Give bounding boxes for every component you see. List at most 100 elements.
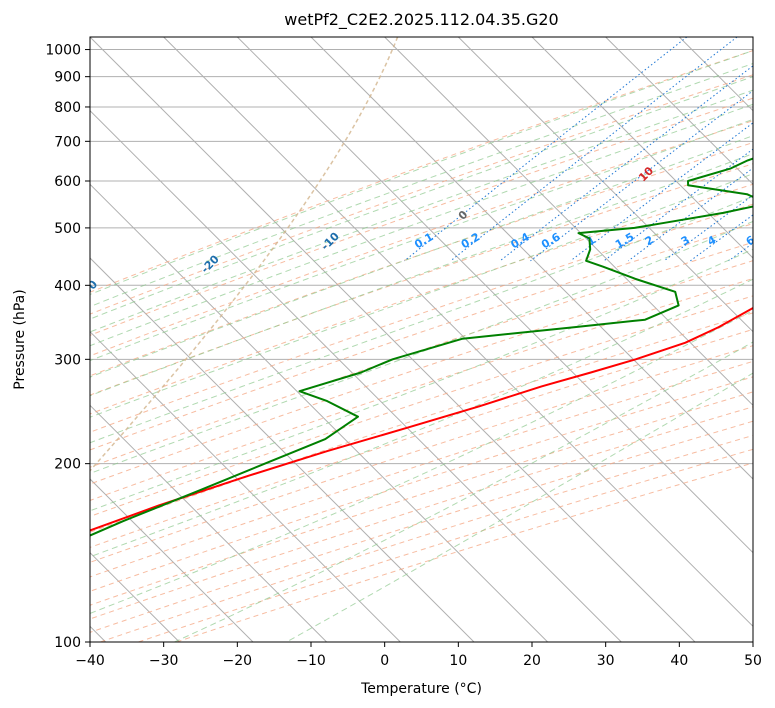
mixing-ratio-label: 6	[744, 233, 757, 248]
isotherm-line	[236, 37, 753, 554]
mixing-ratio-lines	[404, 37, 775, 262]
isotherm-line	[90, 37, 696, 642]
dry-adiabat-line	[90, 295, 753, 517]
y-tick-label: 1000	[45, 43, 81, 59]
moist-adiabat-line	[90, 173, 753, 418]
y-axis: 100 200 300 400 500 600 700 800 900 1000	[45, 43, 90, 651]
boundary-curve-line	[90, 37, 399, 472]
dry-adiabat-line	[90, 241, 753, 468]
dry-adiabat-line	[90, 277, 753, 501]
x-tick-label: 30	[597, 653, 615, 669]
moist-adiabat-line	[90, 63, 753, 308]
y-tick-label: 500	[54, 221, 81, 237]
plot-area: -100-90-80-70-60-50-40-30-20-10010203040…	[77, 37, 775, 642]
dry-adiabat-line	[90, 50, 753, 293]
moist-adiabat-line	[90, 248, 753, 512]
dry-adiabat-line	[90, 376, 753, 592]
moist-adiabat-line	[90, 76, 753, 320]
x-tick-label: 0	[380, 653, 389, 669]
dry-adiabat-line	[90, 391, 753, 606]
dry-adiabat-line	[90, 420, 753, 633]
mixing-ratio-line	[450, 37, 738, 262]
x-tick-label: 20	[523, 653, 541, 669]
mixing-ratio-line	[663, 194, 753, 262]
mixing-ratio-line	[530, 90, 753, 262]
isotherm-line	[163, 37, 753, 628]
x-tick-label: −10	[296, 653, 326, 669]
temperature-profile-line	[90, 306, 753, 532]
isotherm-line	[90, 257, 475, 642]
dry-adiabat-label: -10	[319, 229, 342, 252]
x-axis-label: Temperature (°C)	[360, 681, 482, 697]
dry-adiabat-line	[90, 328, 753, 548]
y-tick-label: 700	[54, 134, 81, 150]
moist-adiabat-lines	[90, 50, 753, 642]
mixing-ratio-label: 4	[705, 233, 718, 248]
dry-adiabat-line	[90, 97, 753, 336]
dry-adiabat-line	[90, 222, 753, 451]
dry-adiabat-label: -30	[77, 278, 100, 301]
moist-adiabat-line	[90, 135, 753, 378]
dry-adiabat-line	[100, 434, 753, 642]
dry-adiabat-line	[90, 345, 753, 563]
dry-adiabat-line	[90, 312, 753, 533]
isotherm-line	[457, 37, 753, 333]
moist-adiabat-line	[90, 118, 753, 362]
mixing-ratio-line	[499, 65, 753, 262]
pressure-gridlines	[90, 49, 753, 642]
dry-adiabat-line	[90, 163, 753, 396]
sounding-profiles	[90, 157, 753, 537]
isotherm-lines	[90, 37, 753, 642]
x-tick-label: −20	[223, 653, 253, 669]
moist-adiabat-line	[90, 220, 753, 474]
y-tick-label: 900	[54, 70, 81, 86]
x-tick-label: −40	[75, 653, 105, 669]
chart-title: wetPf2_C2E2.2025.112.04.35.G20	[284, 10, 558, 30]
dry-adiabat-line	[90, 203, 753, 433]
plot-frame	[89, 36, 754, 643]
mixing-ratio-label: 1.5	[613, 230, 636, 251]
dry-adiabat-line	[138, 448, 753, 642]
x-tick-label: 40	[670, 653, 688, 669]
x-axis: −40 −30 −20 −10 0 10 20 30 40 50	[75, 642, 762, 669]
y-tick-label: 300	[54, 352, 81, 368]
isotherm-line	[531, 37, 753, 259]
dry-adiabat-line	[90, 260, 753, 485]
isotherm-line	[90, 109, 622, 642]
mixing-ratio-label: 0.2	[459, 230, 482, 251]
isotherm-line	[310, 37, 753, 480]
moist-adiabat-line	[90, 195, 753, 444]
mixing-ratio-label: 0.1	[412, 230, 435, 251]
mixing-ratio-line	[757, 37, 775, 261]
isotherm-line	[384, 37, 753, 407]
y-tick-label: 600	[54, 174, 81, 190]
isotherm-line	[752, 37, 753, 38]
isotherm-line	[90, 478, 254, 642]
isotherm-line	[90, 404, 328, 642]
moist-adiabat-line	[90, 103, 753, 347]
dewpoint-profile-line	[90, 157, 753, 537]
y-tick-label: 800	[54, 100, 81, 116]
mixing-ratio-label: 0.4	[509, 230, 533, 251]
moist-adiabat-line	[90, 50, 753, 296]
mixing-ratio-line	[603, 148, 753, 262]
moist-adiabat-line	[90, 89, 753, 333]
dry-adiabat-line	[90, 360, 753, 578]
dry-adiabat-line	[90, 120, 753, 357]
isotherm-line	[90, 183, 549, 642]
moist-adiabat-line	[90, 309, 753, 614]
y-tick-label: 100	[54, 635, 81, 651]
dry-adiabat-line	[90, 74, 753, 315]
moist-adiabat-line	[90, 278, 753, 558]
y-axis-label: Pressure (hPa)	[12, 289, 28, 389]
y-tick-label: 200	[54, 457, 81, 473]
y-tick-label: 400	[54, 278, 81, 294]
dry-adiabat-line	[90, 183, 753, 415]
isotherm-line	[90, 330, 401, 642]
dry-adiabat-label: -20	[199, 252, 222, 275]
x-tick-label: −30	[149, 653, 179, 669]
isotherm-line	[605, 37, 753, 186]
dry-adiabat-line	[90, 142, 753, 377]
